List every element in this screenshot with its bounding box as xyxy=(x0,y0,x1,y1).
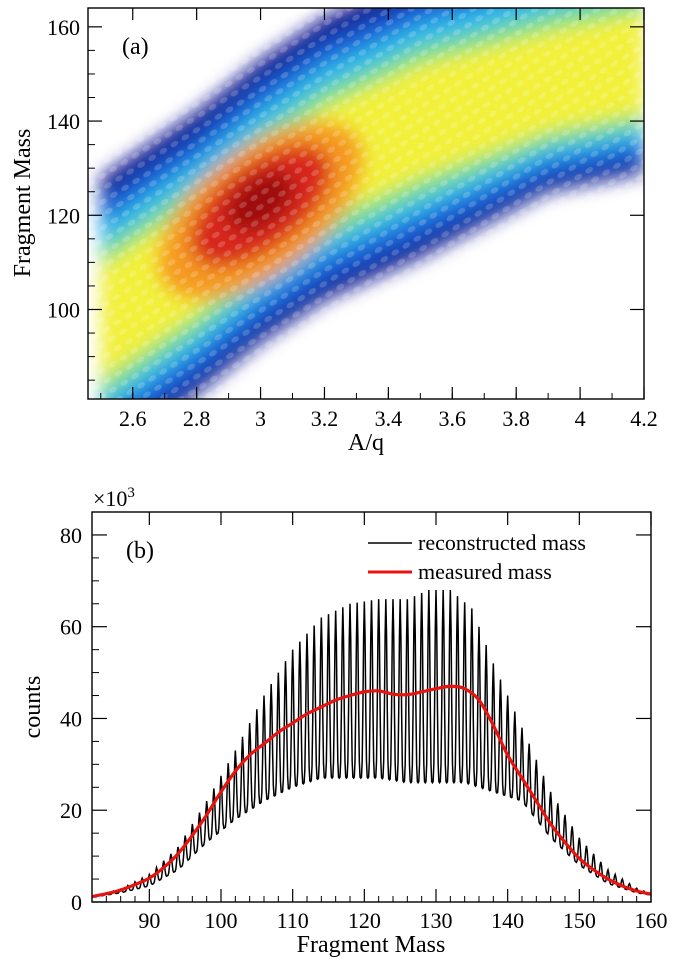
y-tick-label-b: 60 xyxy=(60,615,82,640)
y-tick-label-b: 0 xyxy=(71,890,82,915)
x-tick-label-a: 4.2 xyxy=(630,406,658,431)
x-tick-label-b: 100 xyxy=(205,908,238,933)
y-tick-label-a: 140 xyxy=(47,109,80,134)
x-tick-label-a: 2.6 xyxy=(119,406,147,431)
panel-b: 90 100 110 120 130 140 150 160 0 20 40 60 80 (b) ×10… xyxy=(20,485,668,958)
y-tick-label-a: 160 xyxy=(47,15,80,40)
x-tick-label-a: 2.8 xyxy=(183,406,211,431)
panel-a-ylabel: Fragment Mass xyxy=(10,129,36,278)
y-tick-label-a: 100 xyxy=(47,297,80,322)
x-tick-label-a: 3 xyxy=(255,406,266,431)
panel-a-frame xyxy=(87,7,645,400)
x-tick-label-a: 3.6 xyxy=(439,406,467,431)
panel-b-multiplier: ×103 xyxy=(93,485,135,511)
panel-b-multiplier-exponent: 3 xyxy=(127,485,135,501)
y-tick-label-a: 120 xyxy=(47,203,80,228)
x-tick-label-b: 90 xyxy=(138,908,160,933)
heatmap-density xyxy=(88,8,644,399)
panel-b-ylabel: counts xyxy=(20,676,46,739)
x-tick-label-b: 120 xyxy=(348,908,381,933)
x-tick-label-b: 140 xyxy=(491,908,524,933)
density-texture xyxy=(88,8,644,399)
legend-label-reconstructed: reconstructed mass xyxy=(418,530,586,555)
panel-b-frame xyxy=(91,511,652,903)
x-tick-label-b: 160 xyxy=(635,908,668,933)
panel-b-multiplier-base: ×10 xyxy=(93,486,127,511)
x-tick-label-b: 110 xyxy=(277,908,309,933)
x-tick-label-b: 150 xyxy=(563,908,596,933)
x-tick-label-b: 130 xyxy=(420,908,453,933)
panel-b-legend: reconstructed mass measured mass xyxy=(368,530,586,584)
panel-b-xlabel: Fragment Mass xyxy=(297,932,446,958)
series-reconstructed-mass xyxy=(92,589,651,898)
panel-b-plot-area xyxy=(92,589,651,899)
panel-a-ticks: 2.6 2.8 3 3.2 3.4 3.6 3.8 4 4.2 100 120 140 160 xyxy=(47,8,658,431)
panel-b-label: (b) xyxy=(126,538,154,564)
panel-b-ticks: 90 100 110 120 130 140 150 160 0 20 40 60 80 xyxy=(60,512,668,933)
series-measured-mass xyxy=(92,684,651,899)
legend-label-measured: measured mass xyxy=(418,559,552,584)
y-tick-label-b: 40 xyxy=(60,706,82,731)
x-tick-label-a: 3.2 xyxy=(311,406,339,431)
x-tick-label-a: 4 xyxy=(575,406,586,431)
y-tick-label-b: 80 xyxy=(60,523,82,548)
y-tick-label-b: 20 xyxy=(60,798,82,823)
x-tick-label-a: 3.8 xyxy=(502,406,530,431)
panel-a-xlabel: A/q xyxy=(348,430,384,456)
panel-a-label: (a) xyxy=(122,34,149,60)
x-tick-label-a: 3.4 xyxy=(375,406,403,431)
